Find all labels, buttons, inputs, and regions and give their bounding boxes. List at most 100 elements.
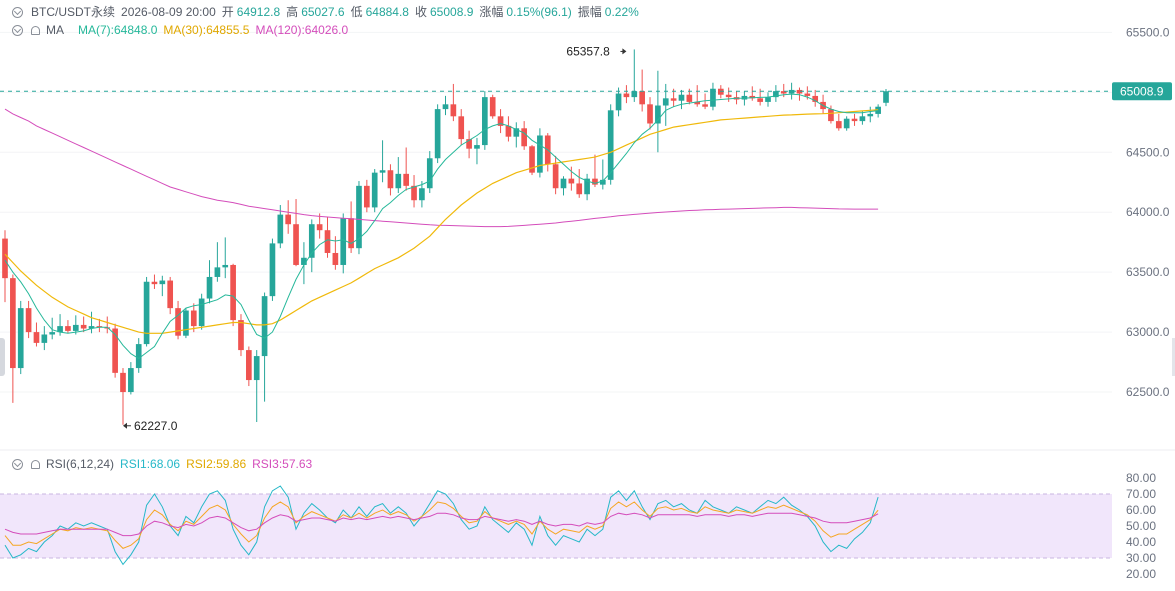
ma7-legend[interactable]: MA(7):64848.0 xyxy=(78,23,158,37)
candle xyxy=(466,130,472,159)
candle-body xyxy=(41,334,48,343)
candle xyxy=(230,263,236,327)
candle xyxy=(332,236,339,270)
candle xyxy=(851,113,858,126)
candle xyxy=(104,316,111,334)
candle-body xyxy=(843,118,850,129)
ma120-legend[interactable]: MA(120):64026.0 xyxy=(255,23,349,37)
candle xyxy=(112,323,118,378)
rsi-y-tick-label: 20.00 xyxy=(1126,567,1156,581)
candle xyxy=(190,303,197,333)
candle-body xyxy=(285,214,292,225)
candle xyxy=(2,230,8,303)
candle-body xyxy=(442,104,449,110)
candle xyxy=(773,85,779,102)
candle xyxy=(796,87,803,101)
candle-body xyxy=(749,95,756,99)
candle-body xyxy=(513,128,520,137)
candle xyxy=(599,159,606,190)
candle-body xyxy=(222,264,229,268)
candle-body xyxy=(88,326,95,329)
candle-body xyxy=(277,214,284,244)
alert-bell-icon[interactable] xyxy=(31,25,40,35)
candle xyxy=(88,311,95,334)
candle xyxy=(411,175,417,208)
candle-body xyxy=(670,98,677,101)
candle-body xyxy=(710,88,716,107)
rsi3-legend[interactable]: RSI3:57.63 xyxy=(252,457,313,471)
candle-body xyxy=(639,91,645,105)
rsi-collapse-icon[interactable] xyxy=(12,458,23,470)
candle-body xyxy=(253,356,260,381)
y-tick-label: 65500.0 xyxy=(1126,25,1170,39)
candle xyxy=(41,326,48,351)
candle-body xyxy=(757,98,763,102)
candle-body xyxy=(316,224,323,231)
collapse-toggle-icon[interactable] xyxy=(12,6,23,18)
rsi-alert-bell-icon[interactable] xyxy=(31,459,40,469)
candle-body xyxy=(702,104,708,107)
candle-body xyxy=(135,344,142,369)
candle xyxy=(442,95,449,116)
candle xyxy=(49,317,56,340)
candle xyxy=(403,147,410,191)
candle-body xyxy=(2,238,8,279)
high-annotation: 65357.8 xyxy=(566,44,610,58)
candle xyxy=(521,121,527,150)
candle xyxy=(702,93,708,110)
rsi-y-tick-label: 60.00 xyxy=(1126,503,1156,517)
candle xyxy=(481,91,488,150)
candle xyxy=(135,338,142,373)
candle xyxy=(143,276,150,347)
candle-body xyxy=(466,139,472,149)
candle-body xyxy=(875,106,881,114)
low-arrow-head xyxy=(122,422,127,429)
candle-body xyxy=(112,328,118,373)
candle-body xyxy=(214,267,221,277)
candle-body xyxy=(678,94,685,101)
candle-body xyxy=(340,218,347,265)
ma7-line xyxy=(4,93,879,360)
candle-body xyxy=(198,298,205,327)
symbol-label: BTC/USDT永续 xyxy=(31,5,116,19)
candle xyxy=(293,199,299,267)
candle-body xyxy=(655,105,661,124)
candle-body xyxy=(167,280,174,309)
candle-body xyxy=(552,164,559,189)
y-tick-label: 64000.0 xyxy=(1126,205,1170,219)
candle-body xyxy=(474,145,480,149)
candle-body xyxy=(835,121,842,129)
rsi2-legend[interactable]: RSI2:59.86 xyxy=(186,457,247,471)
candle xyxy=(592,154,598,188)
candle xyxy=(607,104,614,185)
rsi-y-tick-label: 50.00 xyxy=(1126,519,1156,533)
candle-body xyxy=(458,116,465,140)
rsi1-legend[interactable]: RSI1:68.06 xyxy=(120,457,181,471)
candle xyxy=(655,70,661,153)
left-panel-handle[interactable] xyxy=(0,338,5,376)
candle-body xyxy=(489,97,496,117)
candle xyxy=(238,314,244,357)
rsi-y-tick-label: 40.00 xyxy=(1126,535,1156,549)
candle-body xyxy=(387,170,394,189)
candle-body xyxy=(773,91,779,98)
candle-body xyxy=(615,93,622,111)
right-panel-handle[interactable] xyxy=(1172,338,1175,376)
candle-body xyxy=(25,308,32,333)
candle xyxy=(198,293,205,330)
high-value: 65027.6 xyxy=(301,5,345,19)
candle-body xyxy=(72,324,79,331)
ma-collapse-icon[interactable] xyxy=(12,24,23,36)
candle xyxy=(206,260,213,304)
candle xyxy=(710,82,716,111)
ma30-legend[interactable]: MA(30):64855.5 xyxy=(163,23,250,37)
rsi-legend: RSI(6,12,24) RSI1:68.06 RSI2:59.86 RSI3:… xyxy=(12,456,312,472)
candle xyxy=(246,346,252,387)
candle-body xyxy=(537,135,543,173)
low-annotation: 62227.0 xyxy=(134,419,178,433)
candle xyxy=(25,300,32,339)
rsi-line-rsi2 xyxy=(4,501,879,549)
candle-body xyxy=(159,280,166,285)
